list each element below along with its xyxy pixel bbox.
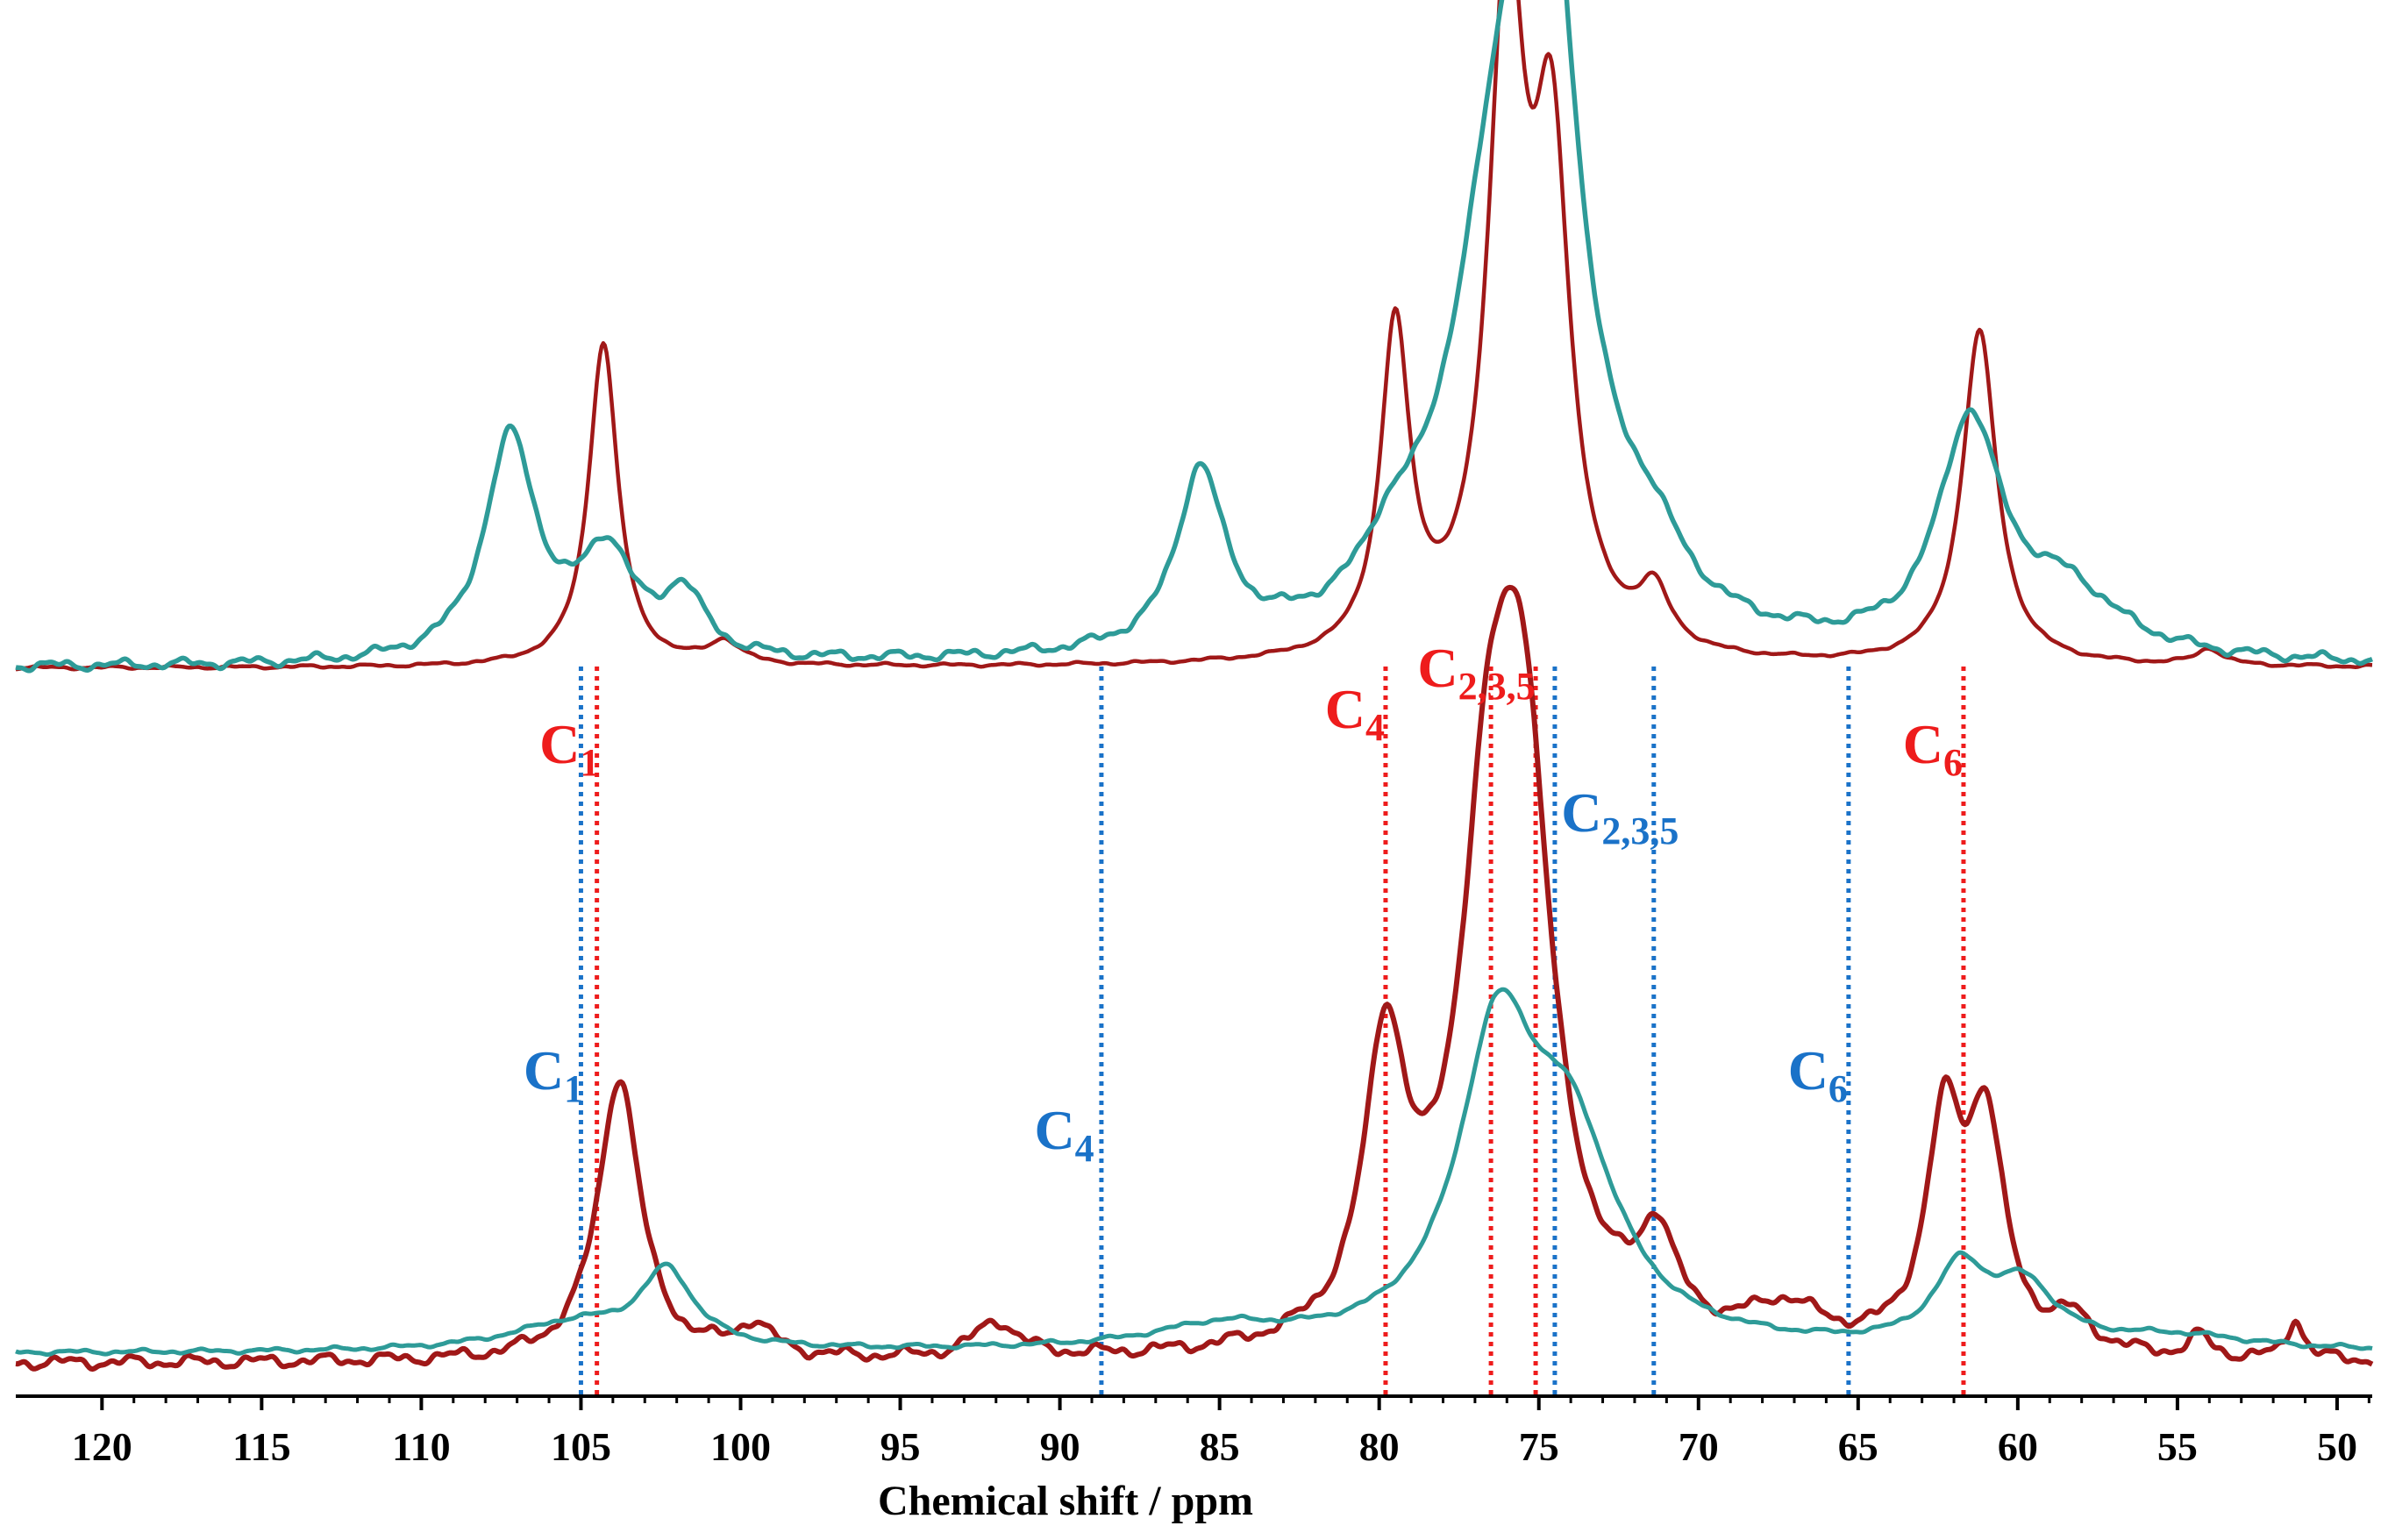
peak-label-3: C6 — [1903, 713, 1963, 784]
reference-lines — [578, 667, 1966, 1396]
peak-label-5: C1 — [524, 1039, 583, 1110]
tick-label: 90 — [1040, 1424, 1080, 1469]
tick-label: 60 — [1998, 1424, 2038, 1469]
spectra — [14, 0, 2374, 1372]
spectrum-bottom-red — [14, 584, 2374, 1372]
peak-labels: C1 C4 C2,3,5 C6 C2,3,5 C1 C4 C6 — [524, 637, 1963, 1170]
tick-label: 120 — [72, 1424, 132, 1469]
tick-label: 65 — [1838, 1424, 1878, 1469]
tick-label: 55 — [2157, 1424, 2198, 1469]
tick-label: 110 — [392, 1424, 450, 1469]
tick-label: 50 — [2317, 1424, 2357, 1469]
tick-label: 70 — [1679, 1424, 1719, 1469]
tick-label: 105 — [551, 1424, 611, 1469]
tick-label: 100 — [710, 1424, 771, 1469]
tick-label: 80 — [1359, 1424, 1400, 1469]
peak-label-4: C2,3,5 — [1561, 781, 1679, 852]
tick-label: 75 — [1519, 1424, 1559, 1469]
spectrum-bottom-teal — [15, 987, 2373, 1358]
x-axis-title: Chemical shift / ppm — [878, 1478, 1253, 1524]
peak-label-7: C6 — [1788, 1039, 1848, 1110]
tick-label: 85 — [1200, 1424, 1240, 1469]
peak-label-6: C4 — [1034, 1099, 1094, 1170]
x-axis-ticks: 120 115 110 105 100 95 90 85 80 75 70 65 60 55 50 — [72, 1396, 2370, 1469]
peak-label-2: C2,3,5 — [1417, 637, 1535, 708]
tick-label: 95 — [880, 1424, 921, 1469]
spectrum-top-teal — [15, 0, 2373, 674]
spectrum-top-red — [15, 0, 2373, 672]
peak-label-1: C4 — [1325, 678, 1385, 749]
tick-label: 115 — [232, 1424, 290, 1469]
peak-label-0: C1 — [539, 713, 599, 784]
